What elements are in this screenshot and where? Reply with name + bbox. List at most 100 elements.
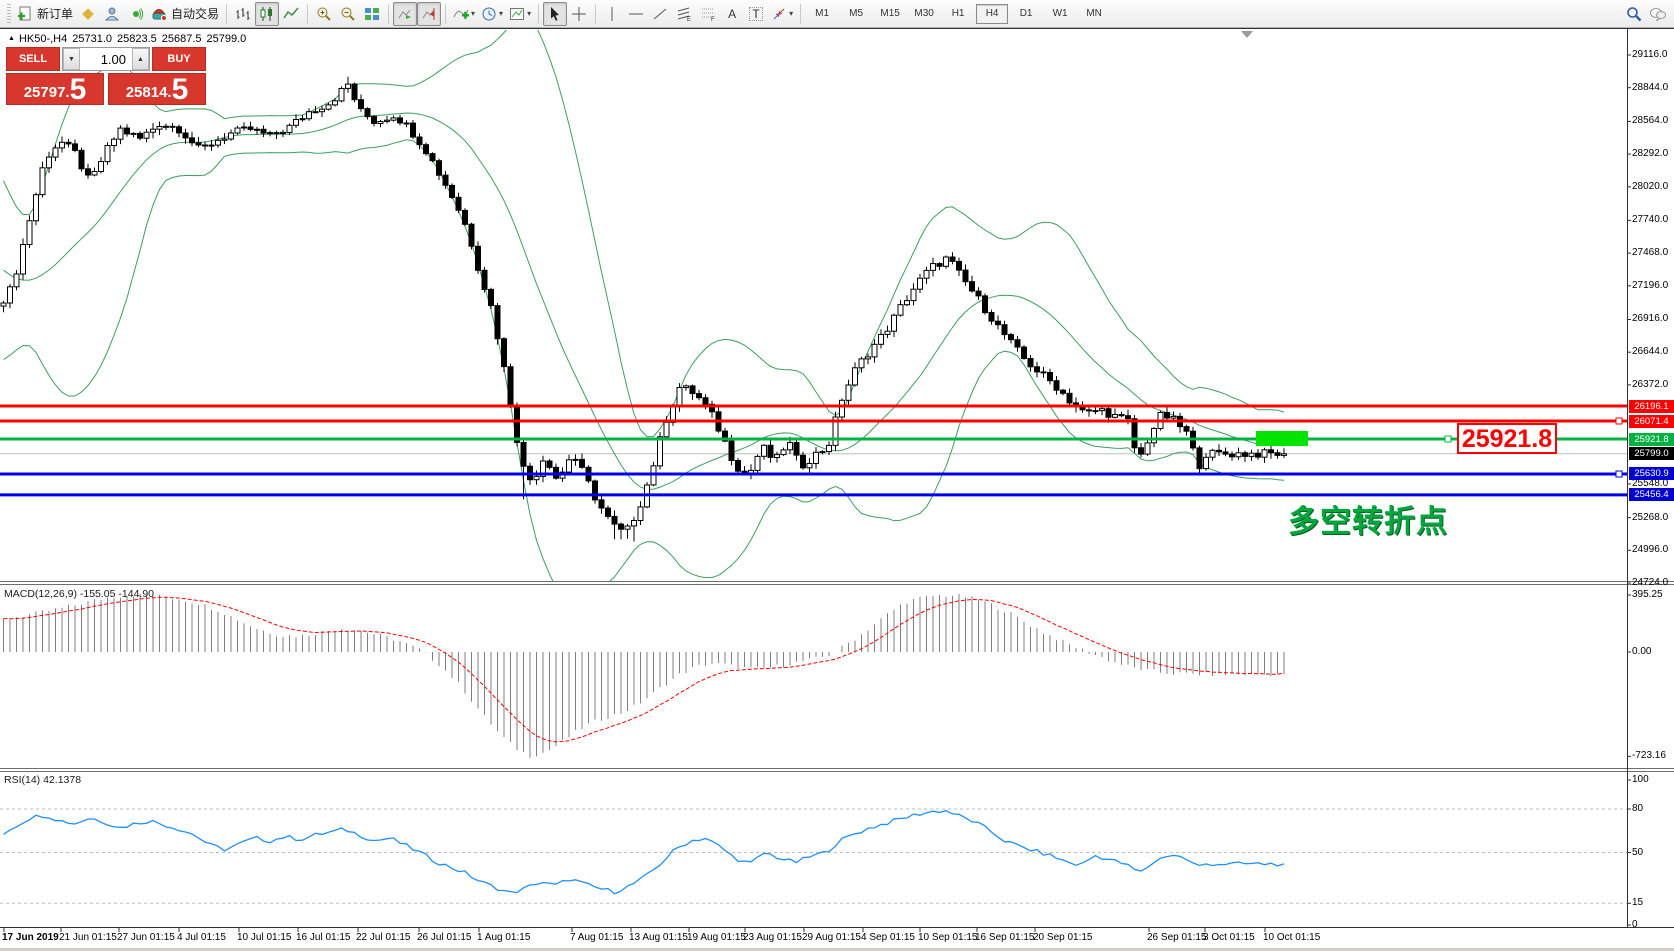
market-watch-button[interactable] bbox=[100, 2, 124, 26]
signal-button[interactable] bbox=[124, 2, 148, 26]
timeframe-H4[interactable]: H4 bbox=[976, 3, 1009, 24]
candle-body bbox=[1144, 442, 1151, 455]
dropdown-arrow-icon[interactable]: ▾ bbox=[499, 9, 504, 18]
candle-body bbox=[709, 403, 715, 413]
label-icon: T bbox=[749, 6, 763, 21]
template-button[interactable]: ▾ bbox=[506, 2, 534, 26]
period-button[interactable]: ▾ bbox=[478, 2, 506, 26]
timeframe-M5[interactable]: M5 bbox=[849, 8, 864, 19]
candle-body bbox=[481, 269, 488, 290]
vertical-line-tool[interactable] bbox=[600, 2, 624, 26]
line-handle[interactable] bbox=[1615, 470, 1623, 478]
price-tick-label: 28020.0 bbox=[1632, 181, 1669, 192]
volume-input[interactable] bbox=[80, 48, 132, 70]
candle-body bbox=[956, 260, 962, 271]
search-button[interactable] bbox=[1622, 2, 1646, 26]
candle-body bbox=[995, 320, 1001, 326]
candle-body bbox=[923, 269, 930, 279]
add-indicator-icon bbox=[453, 9, 470, 19]
chart-shift-marker[interactable] bbox=[1241, 31, 1253, 38]
resistance-price-box: 26071.4 bbox=[1629, 415, 1674, 428]
text-label-tool[interactable]: T bbox=[744, 2, 768, 26]
add-indicator-button[interactable]: ▾ bbox=[450, 2, 478, 26]
candle-body bbox=[130, 132, 137, 135]
new-order-icon bbox=[18, 6, 31, 20]
candle-body bbox=[351, 83, 358, 101]
candle-body bbox=[507, 366, 514, 407]
dropdown-arrow-icon[interactable]: ▾ bbox=[527, 9, 532, 18]
chart-area[interactable] bbox=[0, 28, 1674, 949]
autotrading-icon bbox=[152, 8, 168, 21]
styler-button[interactable]: ◆ bbox=[76, 2, 100, 26]
timeframe-M15[interactable]: M15 bbox=[880, 8, 900, 19]
candle-body bbox=[189, 137, 195, 144]
bar-chart-button[interactable] bbox=[231, 2, 255, 26]
cursor-tool-button[interactable] bbox=[543, 1, 568, 26]
chart-shift-button[interactable] bbox=[417, 1, 442, 26]
candle-body bbox=[780, 449, 787, 456]
buy-price-display[interactable]: 25814. 5 bbox=[108, 73, 206, 105]
candle-body bbox=[514, 405, 520, 443]
candle-body bbox=[878, 333, 884, 345]
toolbar-grip[interactable] bbox=[7, 3, 11, 24]
auto-scroll-button[interactable] bbox=[393, 1, 418, 26]
candle-body bbox=[819, 451, 826, 454]
candle-body bbox=[1086, 409, 1092, 412]
timeframe-MN[interactable]: MN bbox=[1086, 8, 1102, 19]
candle-body bbox=[280, 131, 286, 134]
line-handle[interactable] bbox=[1444, 435, 1452, 443]
buy-button[interactable]: BUY bbox=[152, 47, 206, 71]
pivot-price-label[interactable]: 25921.8 bbox=[1457, 423, 1557, 454]
search-icon bbox=[1627, 6, 1642, 21]
window-bottom-edge bbox=[0, 948, 1674, 951]
time-axis-label: 27 Jun 01:15 bbox=[117, 932, 175, 943]
zoom-in-button[interactable] bbox=[312, 2, 336, 26]
timeframe-D1[interactable]: D1 bbox=[1019, 8, 1033, 19]
timeframe-H1[interactable]: H1 bbox=[951, 8, 965, 19]
candle-body bbox=[85, 168, 91, 176]
candle-body bbox=[1008, 334, 1014, 341]
text-tool[interactable]: A bbox=[720, 2, 744, 26]
shapes-tool[interactable]: ▾ bbox=[768, 2, 796, 26]
sell-price-display[interactable]: 25797. 5 bbox=[6, 73, 104, 105]
volume-increase-button[interactable]: ▲ bbox=[132, 48, 149, 70]
candle-body bbox=[1118, 414, 1125, 417]
sell-button[interactable]: SELL bbox=[6, 47, 60, 71]
price-tick-label: 25268.0 bbox=[1632, 512, 1669, 523]
current-price-box: 25799.0 bbox=[1629, 447, 1674, 460]
autotrading-button[interactable]: 自动交易 bbox=[148, 2, 222, 26]
rsi-axis-label: 80 bbox=[1632, 803, 1644, 814]
dropdown-arrow-icon[interactable]: ▾ bbox=[471, 9, 476, 18]
candle-body bbox=[975, 290, 982, 297]
candlestick-chart-button[interactable] bbox=[255, 1, 280, 26]
crosshair-tool-button[interactable] bbox=[567, 2, 591, 26]
line-handle[interactable] bbox=[1615, 417, 1623, 425]
trendline-icon bbox=[653, 8, 667, 19]
candle-body bbox=[1261, 449, 1268, 458]
volume-decrease-button[interactable]: ▼ bbox=[63, 48, 80, 70]
annotation-text[interactable]: 多空转折点 bbox=[1288, 504, 1448, 539]
trendline-tool[interactable] bbox=[648, 2, 672, 26]
candle-body bbox=[78, 149, 85, 170]
collapse-triangle-icon[interactable]: ▲ bbox=[8, 35, 15, 42]
zoom-out-button[interactable] bbox=[336, 2, 360, 26]
time-axis-label: 10 Sep 01:15 bbox=[918, 932, 978, 943]
timeframe-M30[interactable]: M30 bbox=[914, 8, 934, 19]
tile-windows-button[interactable] bbox=[360, 2, 384, 26]
macd-label: MACD(12,26,9) -155.05 -144.90 bbox=[4, 588, 154, 600]
rsi-axis-label: 15 bbox=[1632, 897, 1644, 908]
timeframe-W1[interactable]: W1 bbox=[1052, 8, 1068, 19]
price-tick-label: 24996.0 bbox=[1632, 544, 1669, 555]
timeframe-M1[interactable]: M1 bbox=[815, 8, 830, 19]
fibonacci-tool[interactable]: E bbox=[672, 2, 696, 26]
grid-tool[interactable]: F bbox=[696, 2, 720, 26]
line-chart-button[interactable] bbox=[279, 2, 303, 26]
chat-button[interactable] bbox=[1646, 2, 1670, 26]
dropdown-arrow-icon[interactable]: ▾ bbox=[789, 9, 794, 18]
ohlc-open: 25731.0 bbox=[72, 33, 112, 45]
pivot-highlight-rect[interactable] bbox=[1256, 431, 1308, 446]
candle-body bbox=[1040, 371, 1047, 374]
horizontal-line-tool[interactable] bbox=[624, 2, 648, 26]
new-order-button[interactable]: 新订单 bbox=[14, 2, 76, 26]
